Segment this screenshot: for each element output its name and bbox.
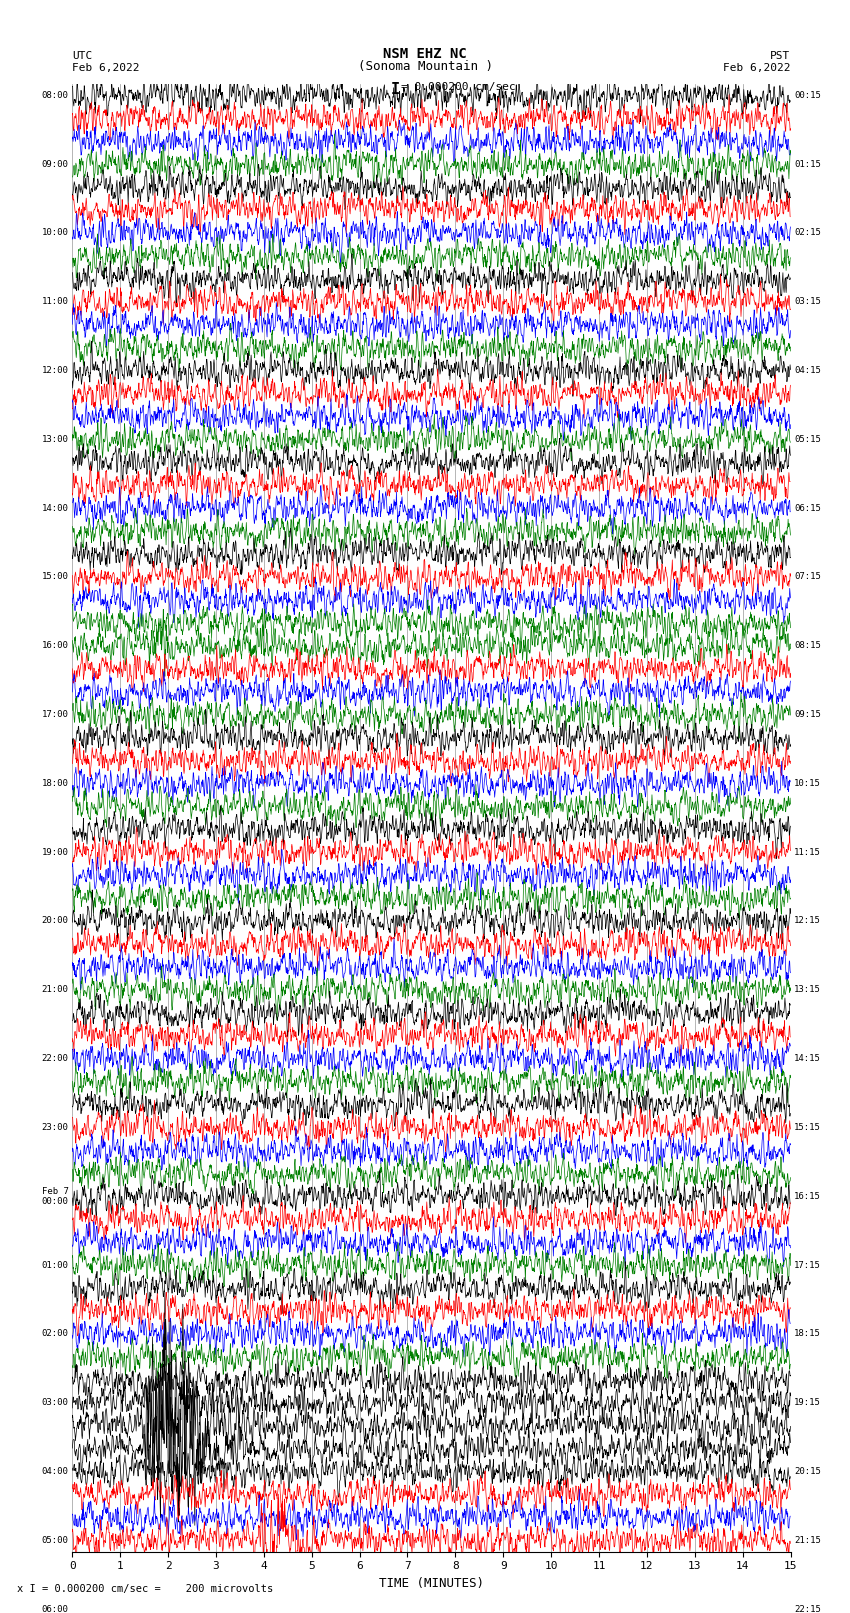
Text: 01:15: 01:15 xyxy=(794,160,821,169)
Text: 03:15: 03:15 xyxy=(794,297,821,306)
Text: 23:00: 23:00 xyxy=(42,1123,69,1132)
Text: 18:15: 18:15 xyxy=(794,1329,821,1339)
Text: 11:00: 11:00 xyxy=(42,297,69,306)
Text: 12:00: 12:00 xyxy=(42,366,69,376)
Text: 14:00: 14:00 xyxy=(42,503,69,513)
Text: 21:00: 21:00 xyxy=(42,986,69,994)
Text: 13:15: 13:15 xyxy=(794,986,821,994)
Text: 13:00: 13:00 xyxy=(42,436,69,444)
Text: 19:00: 19:00 xyxy=(42,848,69,857)
Text: 17:15: 17:15 xyxy=(794,1260,821,1269)
Text: 22:15: 22:15 xyxy=(794,1605,821,1613)
Text: 08:15: 08:15 xyxy=(794,642,821,650)
Text: PST: PST xyxy=(770,52,790,61)
Text: 21:15: 21:15 xyxy=(794,1536,821,1545)
Text: 17:00: 17:00 xyxy=(42,710,69,719)
Text: 16:15: 16:15 xyxy=(794,1192,821,1200)
Text: 09:00: 09:00 xyxy=(42,160,69,169)
X-axis label: TIME (MINUTES): TIME (MINUTES) xyxy=(379,1578,484,1590)
Text: x I = 0.000200 cm/sec =    200 microvolts: x I = 0.000200 cm/sec = 200 microvolts xyxy=(17,1584,273,1594)
Text: 15:15: 15:15 xyxy=(794,1123,821,1132)
Text: 00:15: 00:15 xyxy=(794,90,821,100)
Text: 19:15: 19:15 xyxy=(794,1398,821,1407)
Text: (Sonoma Mountain ): (Sonoma Mountain ) xyxy=(358,60,492,73)
Text: 14:15: 14:15 xyxy=(794,1055,821,1063)
Text: 05:15: 05:15 xyxy=(794,436,821,444)
Text: 10:00: 10:00 xyxy=(42,229,69,237)
Text: UTC: UTC xyxy=(72,52,93,61)
Text: 20:15: 20:15 xyxy=(794,1466,821,1476)
Text: 02:15: 02:15 xyxy=(794,229,821,237)
Text: NSM EHZ NC: NSM EHZ NC xyxy=(383,47,467,61)
Text: Feb 6,2022: Feb 6,2022 xyxy=(723,63,791,73)
Text: 02:00: 02:00 xyxy=(42,1329,69,1339)
Text: 08:00: 08:00 xyxy=(42,90,69,100)
Text: 04:15: 04:15 xyxy=(794,366,821,376)
Text: 15:00: 15:00 xyxy=(42,573,69,581)
Text: 01:00: 01:00 xyxy=(42,1260,69,1269)
Text: 16:00: 16:00 xyxy=(42,642,69,650)
Text: 18:00: 18:00 xyxy=(42,779,69,787)
Text: I: I xyxy=(391,82,399,97)
Text: 07:15: 07:15 xyxy=(794,573,821,581)
Text: 22:00: 22:00 xyxy=(42,1055,69,1063)
Text: 03:00: 03:00 xyxy=(42,1398,69,1407)
Text: Feb 7
00:00: Feb 7 00:00 xyxy=(42,1187,69,1207)
Text: 04:00: 04:00 xyxy=(42,1466,69,1476)
Text: Feb 6,2022: Feb 6,2022 xyxy=(72,63,139,73)
Text: 09:15: 09:15 xyxy=(794,710,821,719)
Text: 20:00: 20:00 xyxy=(42,916,69,926)
Text: 06:15: 06:15 xyxy=(794,503,821,513)
Text: = 0.000200 cm/sec: = 0.000200 cm/sec xyxy=(401,82,516,92)
Text: 12:15: 12:15 xyxy=(794,916,821,926)
Text: 11:15: 11:15 xyxy=(794,848,821,857)
Text: 06:00: 06:00 xyxy=(42,1605,69,1613)
Text: 05:00: 05:00 xyxy=(42,1536,69,1545)
Text: 10:15: 10:15 xyxy=(794,779,821,787)
